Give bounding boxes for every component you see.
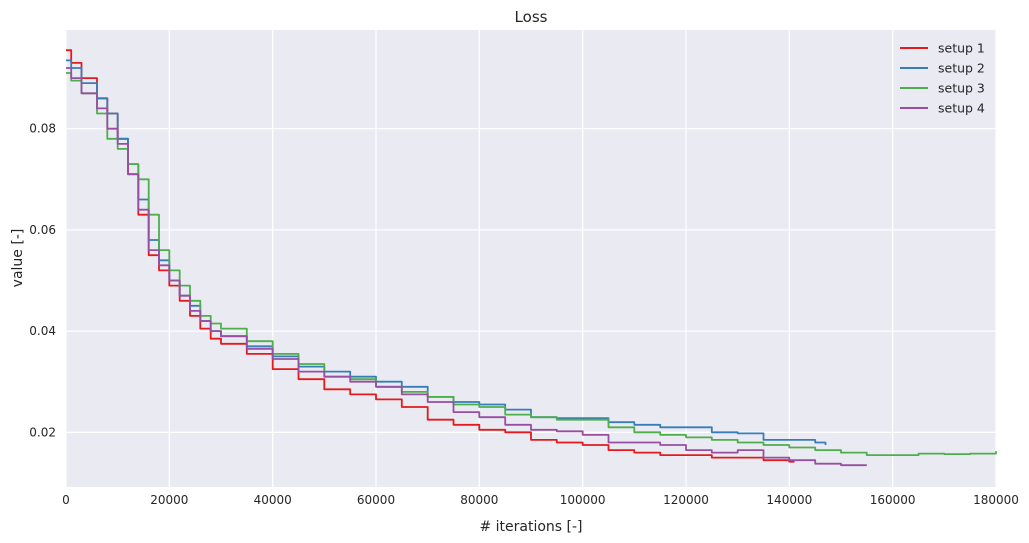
x-axis-title: # iterations [-] (479, 519, 582, 535)
y-axis-ticks: 0.02 0.04 0.06 0.08 (29, 122, 56, 440)
y-axis-title: value [-] (10, 229, 26, 288)
y-tick-label: 0.02 (29, 425, 56, 439)
x-tick-label: 120000 (663, 493, 709, 507)
x-tick-label: 160000 (870, 493, 916, 507)
y-tick-label: 0.04 (29, 324, 56, 338)
x-tick-label: 0 (62, 493, 70, 507)
x-tick-label: 100000 (560, 493, 606, 507)
legend: setup 1 setup 2 setup 3 setup 4 (900, 41, 985, 116)
y-tick-label: 0.08 (29, 122, 56, 136)
x-tick-label: 80000 (460, 493, 498, 507)
x-tick-label: 180000 (973, 493, 1019, 507)
x-tick-label: 40000 (254, 493, 292, 507)
y-tick-label: 0.06 (29, 223, 56, 237)
legend-label-3: setup 3 (938, 81, 985, 96)
plot-background (66, 30, 996, 487)
legend-label-2: setup 2 (938, 61, 985, 76)
x-tick-label: 60000 (357, 493, 395, 507)
series-lines (66, 49, 997, 467)
series-line-4 (66, 67, 867, 467)
legend-label-4: setup 4 (938, 101, 985, 116)
x-axis-ticks: 0 20000 40000 60000 80000 100000 120000 140000 1… (62, 493, 1019, 507)
chart-title: Loss (515, 8, 548, 26)
x-tick-label: 140000 (766, 493, 812, 507)
x-tick-label: 20000 (150, 493, 188, 507)
legend-label-1: setup 1 (938, 41, 985, 56)
